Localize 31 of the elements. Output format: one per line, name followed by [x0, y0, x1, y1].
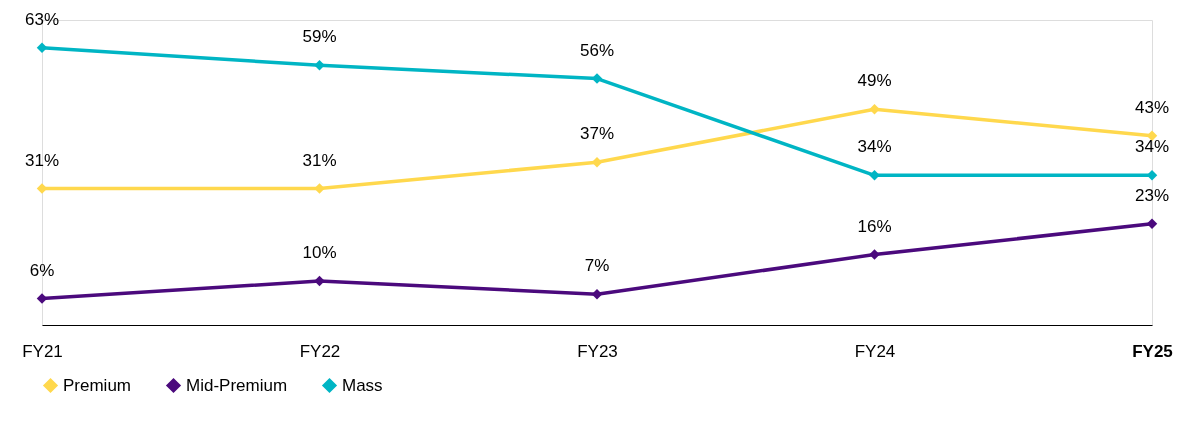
data-label: 6% [29, 260, 55, 280]
data-label: 34% [1134, 137, 1170, 157]
legend-label: Premium [63, 375, 132, 395]
data-label: 34% [857, 137, 892, 157]
legend-label: Mid-Premium [186, 375, 288, 395]
data-label: 31% [24, 150, 60, 170]
data-label: 43% [1134, 97, 1170, 117]
data-label: 16% [857, 216, 892, 236]
data-label: 23% [1134, 185, 1170, 205]
x-tick-label: FY23 [577, 341, 618, 361]
point [591, 288, 603, 300]
data-label: 59% [302, 27, 337, 47]
point [36, 42, 48, 53]
data-label: 49% [857, 71, 892, 91]
data-label: 63% [24, 9, 60, 29]
data-label: 31% [302, 150, 337, 170]
point [1146, 218, 1158, 230]
point [314, 275, 325, 287]
point [314, 60, 325, 71]
x-tick-label: FY24 [854, 341, 896, 361]
point [869, 170, 880, 181]
data-label: 7% [584, 256, 610, 276]
x-tick-label: FY22 [299, 341, 341, 361]
data-label: 10% [302, 242, 337, 262]
x-tick-label: FY21 [22, 341, 63, 361]
data-label: 56% [579, 40, 615, 60]
point [869, 104, 880, 115]
point [869, 249, 880, 260]
x-tick-label: FY25 [1132, 341, 1173, 361]
data-label: 37% [579, 124, 615, 144]
legend-label: Mass [342, 375, 383, 395]
